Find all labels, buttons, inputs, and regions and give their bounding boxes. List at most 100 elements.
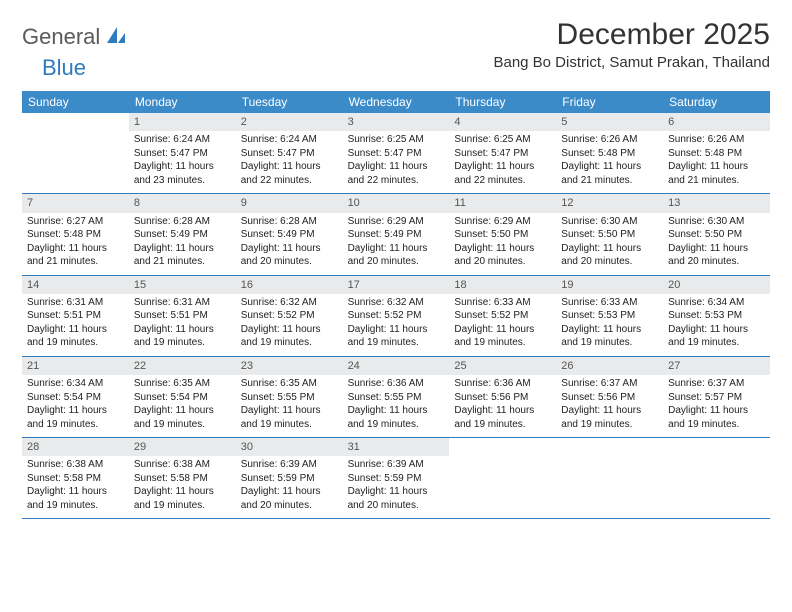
- daylight-text: Daylight: 11 hours and 20 minutes.: [454, 242, 551, 269]
- day-number: 10: [343, 194, 450, 212]
- day-number: 11: [449, 194, 556, 212]
- daylight-text: Daylight: 11 hours and 20 minutes.: [241, 242, 338, 269]
- day-number: 3: [343, 113, 450, 131]
- day-number: 27: [663, 357, 770, 375]
- day-number: 24: [343, 357, 450, 375]
- day-cell: [663, 438, 770, 518]
- sunset-text: Sunset: 5:51 PM: [134, 309, 231, 323]
- day-cell: 10Sunrise: 6:29 AMSunset: 5:49 PMDayligh…: [343, 194, 450, 274]
- sunset-text: Sunset: 5:48 PM: [561, 147, 658, 161]
- day-cell: 28Sunrise: 6:38 AMSunset: 5:58 PMDayligh…: [22, 438, 129, 518]
- day-cell: 2Sunrise: 6:24 AMSunset: 5:47 PMDaylight…: [236, 113, 343, 193]
- sunrise-text: Sunrise: 6:39 AM: [348, 458, 445, 472]
- brand-part2: Blue: [42, 55, 86, 81]
- day-number: 19: [556, 276, 663, 294]
- day-number: 13: [663, 194, 770, 212]
- day-number: 14: [22, 276, 129, 294]
- day-info: Sunrise: 6:29 AMSunset: 5:49 PMDaylight:…: [343, 213, 450, 275]
- daylight-text: Daylight: 11 hours and 20 minutes.: [348, 485, 445, 512]
- sunrise-text: Sunrise: 6:28 AM: [241, 215, 338, 229]
- sunset-text: Sunset: 5:54 PM: [134, 391, 231, 405]
- day-info: Sunrise: 6:24 AMSunset: 5:47 PMDaylight:…: [236, 131, 343, 193]
- daylight-text: Daylight: 11 hours and 19 minutes.: [134, 485, 231, 512]
- daylight-text: Daylight: 11 hours and 19 minutes.: [561, 323, 658, 350]
- weekday-thu: Thursday: [449, 91, 556, 113]
- day-info: Sunrise: 6:36 AMSunset: 5:56 PMDaylight:…: [449, 375, 556, 437]
- sunset-text: Sunset: 5:58 PM: [27, 472, 124, 486]
- day-number: 17: [343, 276, 450, 294]
- day-number: 2: [236, 113, 343, 131]
- day-info: Sunrise: 6:27 AMSunset: 5:48 PMDaylight:…: [22, 213, 129, 275]
- sunset-text: Sunset: 5:52 PM: [348, 309, 445, 323]
- weekday-header: Sunday Monday Tuesday Wednesday Thursday…: [22, 91, 770, 113]
- sunrise-text: Sunrise: 6:35 AM: [134, 377, 231, 391]
- sunrise-text: Sunrise: 6:25 AM: [348, 133, 445, 147]
- daylight-text: Daylight: 11 hours and 19 minutes.: [27, 485, 124, 512]
- day-number: [663, 438, 770, 456]
- sunset-text: Sunset: 5:59 PM: [241, 472, 338, 486]
- daylight-text: Daylight: 11 hours and 19 minutes.: [454, 404, 551, 431]
- sunrise-text: Sunrise: 6:35 AM: [241, 377, 338, 391]
- brand-sail-icon: [105, 25, 127, 50]
- day-info: Sunrise: 6:32 AMSunset: 5:52 PMDaylight:…: [236, 294, 343, 356]
- sunrise-text: Sunrise: 6:29 AM: [454, 215, 551, 229]
- sunset-text: Sunset: 5:58 PM: [134, 472, 231, 486]
- day-number: 26: [556, 357, 663, 375]
- day-info: Sunrise: 6:31 AMSunset: 5:51 PMDaylight:…: [129, 294, 236, 356]
- day-cell: 9Sunrise: 6:28 AMSunset: 5:49 PMDaylight…: [236, 194, 343, 274]
- day-info: Sunrise: 6:35 AMSunset: 5:55 PMDaylight:…: [236, 375, 343, 437]
- day-info: Sunrise: 6:26 AMSunset: 5:48 PMDaylight:…: [556, 131, 663, 193]
- day-info: Sunrise: 6:31 AMSunset: 5:51 PMDaylight:…: [22, 294, 129, 356]
- sunset-text: Sunset: 5:47 PM: [134, 147, 231, 161]
- daylight-text: Daylight: 11 hours and 21 minutes.: [561, 160, 658, 187]
- day-cell: [449, 438, 556, 518]
- sunset-text: Sunset: 5:50 PM: [668, 228, 765, 242]
- day-info: [663, 456, 770, 514]
- day-number: 8: [129, 194, 236, 212]
- day-info: Sunrise: 6:30 AMSunset: 5:50 PMDaylight:…: [663, 213, 770, 275]
- sunrise-text: Sunrise: 6:25 AM: [454, 133, 551, 147]
- day-cell: 22Sunrise: 6:35 AMSunset: 5:54 PMDayligh…: [129, 357, 236, 437]
- sunset-text: Sunset: 5:52 PM: [454, 309, 551, 323]
- day-info: Sunrise: 6:38 AMSunset: 5:58 PMDaylight:…: [129, 456, 236, 518]
- daylight-text: Daylight: 11 hours and 19 minutes.: [241, 323, 338, 350]
- day-info: Sunrise: 6:28 AMSunset: 5:49 PMDaylight:…: [129, 213, 236, 275]
- day-number: 25: [449, 357, 556, 375]
- day-cell: 4Sunrise: 6:25 AMSunset: 5:47 PMDaylight…: [449, 113, 556, 193]
- day-number: 31: [343, 438, 450, 456]
- weekday-tue: Tuesday: [236, 91, 343, 113]
- day-info: Sunrise: 6:33 AMSunset: 5:53 PMDaylight:…: [556, 294, 663, 356]
- day-info: Sunrise: 6:35 AMSunset: 5:54 PMDaylight:…: [129, 375, 236, 437]
- daylight-text: Daylight: 11 hours and 19 minutes.: [241, 404, 338, 431]
- daylight-text: Daylight: 11 hours and 22 minutes.: [454, 160, 551, 187]
- day-cell: 7Sunrise: 6:27 AMSunset: 5:48 PMDaylight…: [22, 194, 129, 274]
- sunrise-text: Sunrise: 6:28 AM: [134, 215, 231, 229]
- sunset-text: Sunset: 5:56 PM: [561, 391, 658, 405]
- day-number: 20: [663, 276, 770, 294]
- day-number: 4: [449, 113, 556, 131]
- sunset-text: Sunset: 5:48 PM: [668, 147, 765, 161]
- daylight-text: Daylight: 11 hours and 19 minutes.: [348, 323, 445, 350]
- sunrise-text: Sunrise: 6:38 AM: [134, 458, 231, 472]
- day-cell: 20Sunrise: 6:34 AMSunset: 5:53 PMDayligh…: [663, 276, 770, 356]
- weekday-sun: Sunday: [22, 91, 129, 113]
- daylight-text: Daylight: 11 hours and 19 minutes.: [134, 404, 231, 431]
- sunset-text: Sunset: 5:50 PM: [454, 228, 551, 242]
- day-info: Sunrise: 6:26 AMSunset: 5:48 PMDaylight:…: [663, 131, 770, 193]
- daylight-text: Daylight: 11 hours and 20 minutes.: [668, 242, 765, 269]
- day-cell: 5Sunrise: 6:26 AMSunset: 5:48 PMDaylight…: [556, 113, 663, 193]
- sunset-text: Sunset: 5:51 PM: [27, 309, 124, 323]
- day-info: Sunrise: 6:32 AMSunset: 5:52 PMDaylight:…: [343, 294, 450, 356]
- sunrise-text: Sunrise: 6:33 AM: [561, 296, 658, 310]
- day-number: 22: [129, 357, 236, 375]
- day-info: [22, 131, 129, 189]
- sunrise-text: Sunrise: 6:29 AM: [348, 215, 445, 229]
- sunrise-text: Sunrise: 6:30 AM: [561, 215, 658, 229]
- day-number: [449, 438, 556, 456]
- day-cell: 21Sunrise: 6:34 AMSunset: 5:54 PMDayligh…: [22, 357, 129, 437]
- day-info: Sunrise: 6:37 AMSunset: 5:56 PMDaylight:…: [556, 375, 663, 437]
- daylight-text: Daylight: 11 hours and 20 minutes.: [241, 485, 338, 512]
- day-number: 16: [236, 276, 343, 294]
- day-number: 6: [663, 113, 770, 131]
- daylight-text: Daylight: 11 hours and 21 minutes.: [668, 160, 765, 187]
